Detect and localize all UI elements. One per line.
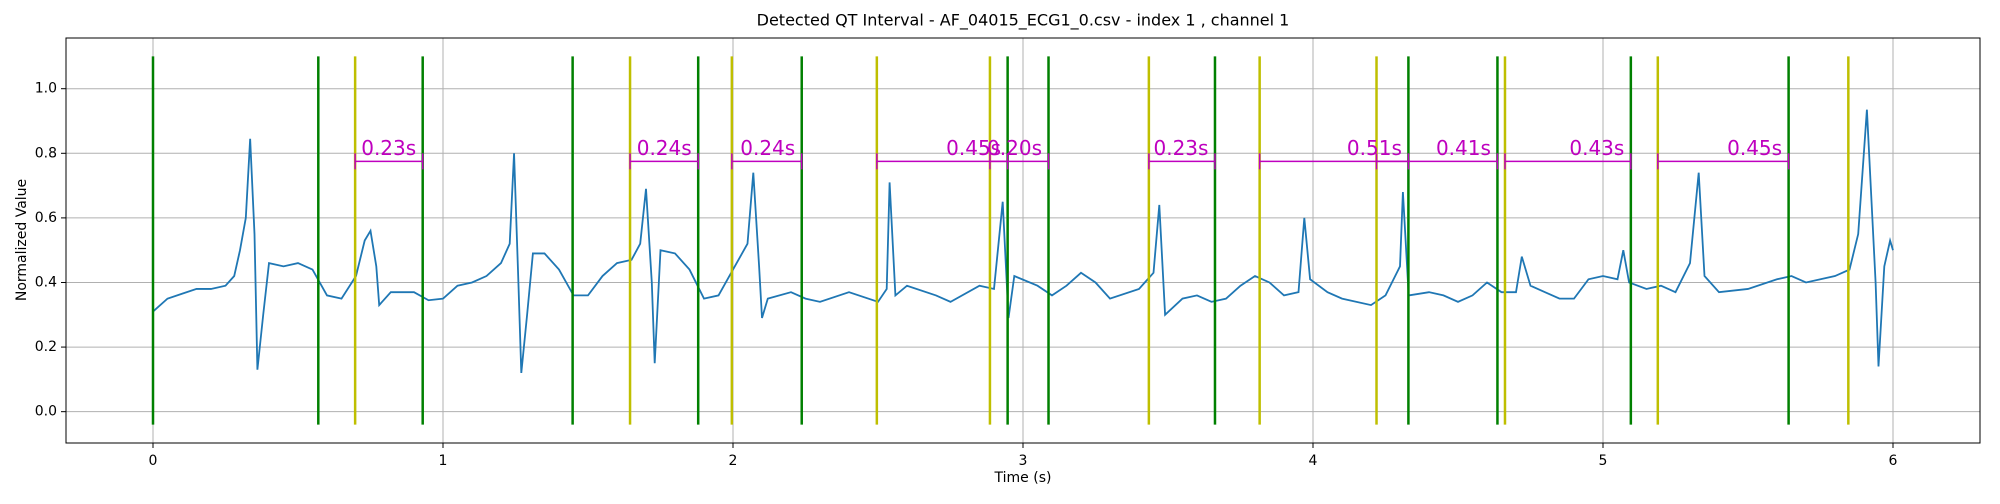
interval-label: 0.23s	[1154, 136, 1209, 160]
x-tick-label: 3	[1019, 453, 1028, 469]
interval-label: 0.41s	[1436, 136, 1491, 160]
y-tick-label: 0.8	[35, 145, 57, 161]
x-axis-label: Time (s)	[994, 470, 1052, 486]
x-tick-label: 5	[1599, 453, 1608, 469]
x-tick-label: 4	[1309, 453, 1318, 469]
interval-label: 0.23s	[361, 136, 416, 160]
y-axis-label: Normalized Value	[14, 179, 30, 301]
x-tick-label: 0	[149, 453, 158, 469]
y-tick-label: 0.4	[35, 274, 57, 290]
interval-label: 0.51s	[1347, 136, 1402, 160]
interval-label: 0.45s	[1727, 136, 1782, 160]
y-tick-label: 0.6	[35, 210, 57, 226]
x-tick-label: 2	[729, 453, 738, 469]
ecg-line	[152, 109, 1894, 374]
plot-frame	[65, 37, 1981, 444]
interval-label: 0.24s	[637, 136, 692, 160]
interval-label: 0.20s	[987, 136, 1042, 160]
y-tick-label: 1.0	[35, 81, 57, 97]
y-tick-label: 0.2	[35, 339, 57, 355]
y-tick-label: 0.0	[35, 404, 57, 420]
x-tick-label: 1	[439, 453, 448, 469]
interval-label: 0.24s	[740, 136, 795, 160]
interval-label: 0.43s	[1569, 136, 1624, 160]
x-tick-label: 6	[1889, 453, 1898, 469]
chart-title: Detected QT Interval - AF_04015_ECG1_0.c…	[757, 11, 1290, 31]
interval-label: 0.45s	[946, 136, 1001, 160]
